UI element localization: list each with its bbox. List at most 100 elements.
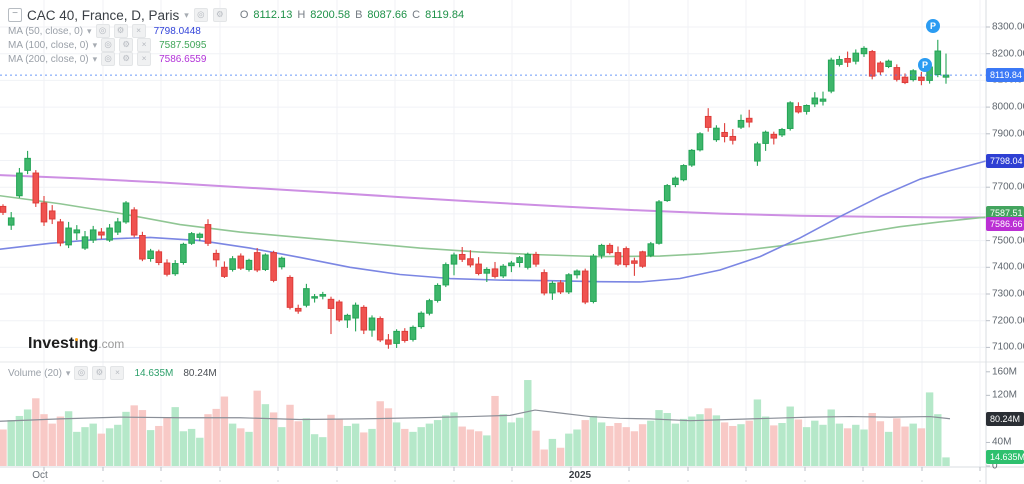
settings-icon[interactable]: ⚙ [119, 52, 134, 66]
candle[interactable] [385, 339, 392, 345]
volume-bar[interactable] [23, 409, 32, 466]
volume-bar[interactable] [114, 424, 122, 466]
volume-bar[interactable] [483, 435, 491, 466]
candle[interactable] [139, 235, 146, 260]
candle[interactable] [442, 264, 450, 286]
close-icon[interactable]: × [131, 24, 146, 38]
visibility-icon[interactable]: ◎ [101, 38, 116, 52]
volume-bar[interactable] [507, 422, 516, 466]
candle[interactable] [795, 106, 802, 113]
close-icon[interactable]: × [110, 366, 125, 380]
candle[interactable] [40, 202, 48, 223]
chevron-down-icon[interactable]: ▾ [65, 367, 71, 378]
candle[interactable] [606, 244, 614, 254]
candle[interactable] [65, 227, 72, 246]
candle[interactable] [770, 133, 778, 139]
volume-ma-line[interactable] [0, 409, 951, 422]
chevron-down-icon[interactable]: ▾ [92, 39, 98, 50]
volume-bar[interactable] [278, 427, 286, 466]
candle[interactable] [688, 149, 696, 166]
candle[interactable] [245, 259, 253, 270]
volume-bar[interactable] [843, 428, 852, 466]
chevron-down-icon[interactable]: ▾ [92, 53, 98, 64]
volume-bar[interactable] [737, 424, 745, 466]
candle[interactable] [81, 236, 89, 249]
volume-bar[interactable] [417, 427, 425, 466]
candle[interactable] [221, 266, 228, 277]
candle[interactable] [868, 51, 876, 77]
candle[interactable] [229, 258, 236, 270]
candle[interactable] [253, 252, 261, 271]
volume-bar[interactable] [220, 396, 229, 466]
volume-bar[interactable] [647, 420, 655, 466]
candle[interactable] [516, 257, 523, 263]
candle[interactable] [278, 257, 286, 268]
volume-bar[interactable] [671, 423, 680, 466]
volume-bar[interactable] [630, 431, 639, 466]
volume-bar[interactable] [56, 416, 65, 466]
volume-bar[interactable] [171, 407, 179, 466]
volume-bar[interactable] [696, 414, 704, 466]
candle[interactable] [0, 205, 7, 213]
candle[interactable] [721, 131, 728, 137]
volume-bar[interactable] [466, 429, 475, 466]
candle[interactable] [655, 201, 663, 244]
volume-bar[interactable] [122, 411, 130, 466]
candle[interactable] [303, 288, 310, 306]
volume-bar[interactable] [32, 398, 40, 466]
event-marker-circle[interactable] [918, 58, 932, 72]
volume-bar[interactable] [934, 414, 942, 466]
volume-bar[interactable] [548, 438, 557, 466]
volume-bar[interactable] [228, 423, 237, 466]
collapse-legend-icon[interactable]: − [8, 8, 22, 22]
volume-legend-row[interactable]: Volume (20) ▾ ◎ ⚙ × 14.635M 80.24M [8, 366, 217, 380]
volume-bar[interactable] [64, 411, 73, 466]
volume-bar[interactable] [409, 431, 417, 466]
volume-bar[interactable] [884, 431, 893, 466]
candle[interactable] [48, 210, 56, 220]
volume-bar[interactable] [163, 417, 171, 466]
ma200-line[interactable] [0, 174, 987, 219]
volume-bar[interactable] [245, 431, 253, 466]
volume-bar[interactable] [261, 404, 270, 466]
candle[interactable] [344, 314, 351, 321]
volume-bar[interactable] [0, 429, 7, 466]
volume-bar[interactable] [360, 432, 368, 466]
candle[interactable] [196, 233, 204, 238]
close-icon[interactable]: × [137, 52, 152, 66]
volume-bar[interactable] [179, 431, 188, 466]
volume-bar[interactable] [319, 437, 327, 466]
volume-bar[interactable] [253, 390, 261, 466]
volume-bar[interactable] [196, 437, 204, 466]
candle[interactable] [24, 157, 31, 171]
candle[interactable] [467, 258, 474, 266]
volume-bar[interactable] [819, 424, 827, 466]
volume-bar[interactable] [811, 420, 819, 466]
volume-bar[interactable] [745, 420, 753, 466]
volume-bar[interactable] [606, 425, 614, 466]
visibility-icon[interactable]: ◎ [101, 52, 116, 66]
candle[interactable] [434, 284, 441, 301]
volume-bar[interactable] [532, 430, 540, 466]
volume-bar[interactable] [384, 408, 393, 466]
volume-bar[interactable] [540, 449, 548, 466]
candle[interactable] [180, 243, 187, 263]
volume-bar[interactable] [720, 422, 729, 466]
volume-bar[interactable] [712, 415, 721, 466]
candle[interactable] [663, 185, 671, 202]
event-marker-circle[interactable] [926, 19, 940, 33]
volume-bar[interactable] [622, 427, 630, 466]
candle[interactable] [672, 177, 679, 186]
candle[interactable] [7, 217, 15, 226]
volume-bar[interactable] [901, 426, 909, 466]
settings-icon[interactable]: ⚙ [113, 24, 128, 38]
candle[interactable] [212, 252, 220, 261]
volume-bar[interactable] [146, 430, 155, 466]
settings-icon[interactable]: ⚙ [92, 366, 107, 380]
candle[interactable] [557, 282, 564, 293]
candle[interactable] [426, 300, 433, 314]
volume-bar[interactable] [155, 425, 163, 466]
candle[interactable] [729, 135, 737, 141]
candle[interactable] [614, 252, 622, 265]
